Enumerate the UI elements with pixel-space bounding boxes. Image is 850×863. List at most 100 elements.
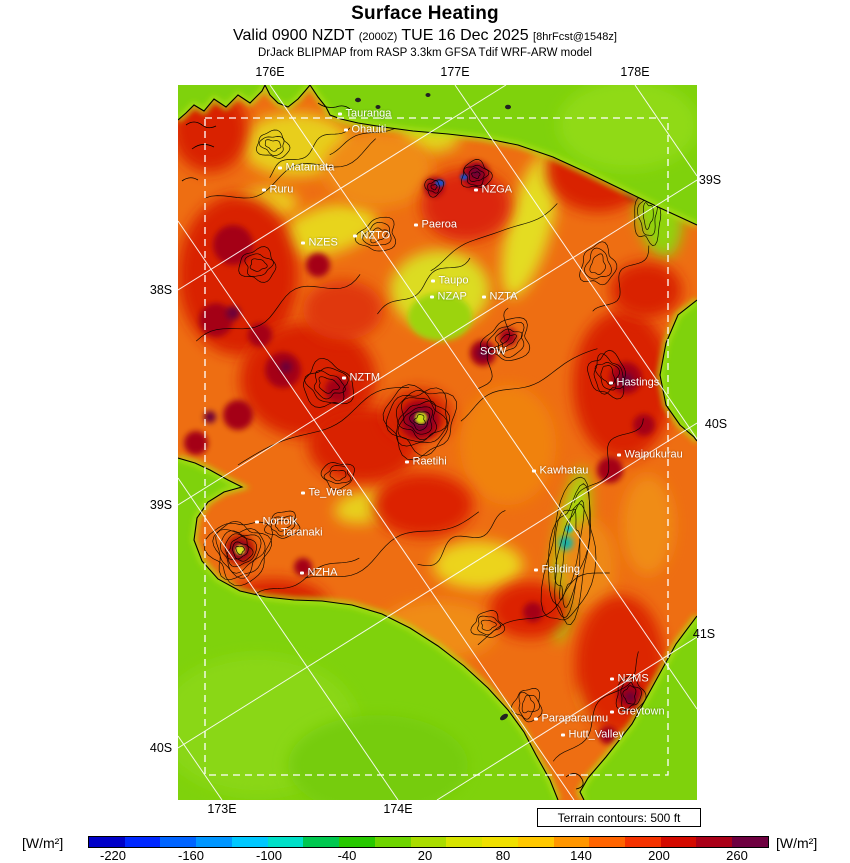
site-dot [474,188,478,192]
site-dot [609,381,613,385]
site-dot [430,295,434,299]
heatmap-panel: Tauranga Ohauiti Matamata Ruru NZGA NZES NZTO P… [178,85,697,800]
colorbar-segment [339,837,375,847]
map-site-label-hastings: Hastings [609,377,659,389]
map-site-label-te_wera: Te_Wera [301,486,353,499]
colorbar-segment [517,837,554,847]
axis-label-174e: 174E [383,802,413,816]
axis-label-40s: 40S [704,417,728,431]
site-dot [532,469,536,473]
site-label-text: NZMS [617,672,649,685]
site-dot [344,128,348,132]
colorbar-tick: 200 [648,848,670,863]
map-site-label-nzga: NZGA [474,183,513,196]
colorbar-segment [89,837,125,847]
colorbar-unit-left: [W/m²] [22,835,64,851]
site-label-text: NZES [308,236,338,249]
page-title: Surface Heating [351,3,499,24]
colorbar-segment [267,837,304,847]
site-dot [255,520,259,524]
header: Surface Heating Valid 0900 NZDT (2000Z) … [0,3,850,59]
valid-time-utc: (2000Z) [358,31,398,43]
site-dot [482,295,486,299]
map-site-label-hutt_valley: Hutt_Valley [561,728,624,741]
site-dot [405,460,409,464]
colorbar-segment [553,837,590,847]
colorbar-tick: -160 [177,848,205,863]
site-label-text: Ohauiti [351,123,387,136]
map-site-label-paraparaumu: Paraparaumu [534,713,608,725]
colorbar-tick: -100 [255,848,283,863]
site-labels-layer: Tauranga Ohauiti Matamata Ruru NZGA NZES NZTO P… [178,85,697,800]
heat-blobs [178,88,684,744]
site-label-text: Feilding [541,563,581,576]
colorbar [88,836,769,848]
site-label-text: NZTM [349,371,381,384]
site-label-text: Kawhatau [539,464,589,477]
colorbar-tick: 80 [495,848,511,863]
site-dot [414,223,418,227]
site-label-text: Ruru [269,183,294,196]
axis-label-39s: 39S [149,498,173,512]
colorbar-segment [625,837,661,847]
colorbar-segment [231,837,268,847]
site-label-text: Te_Wera [308,486,353,499]
site-dot [534,568,538,572]
colorbar-segment [482,837,518,847]
axis-label-40s: 40S [149,741,173,755]
offshore-islands [355,93,511,721]
model-domain-boundary [204,117,669,776]
colorbar-segment [196,837,232,847]
site-label-text: Tauranga [345,107,392,120]
graticule [178,85,697,800]
valid-time-line: Valid 0900 NZDT (2000Z) TUE 16 Dec 2025 … [0,27,850,45]
site-label-text: Hutt_Valley [568,728,624,741]
axis-label-173e: 173E [207,802,237,816]
colorbar-segment [660,837,697,847]
colorbar-segment [589,837,626,847]
colorbar-segment [410,837,447,847]
forecast-cycle: [8hrFcst@1548z] [533,31,617,43]
map-site-label-ohauiti: Ohauiti [344,123,387,136]
map-site-label-ruru: Ruru [262,183,294,196]
map-site-label-sow: SOW [480,345,507,358]
site-dot [300,571,304,575]
map-site-label-taranaki: Taranaki [281,526,323,539]
colorbar-segment [732,837,768,847]
site-dot [617,453,621,457]
site-label-text: NZGA [481,183,513,196]
colorbar-segment [446,837,483,847]
map-site-label-matamata: Matamata [278,161,335,174]
map-site-label-kawhatau: Kawhatau [532,464,589,477]
site-dot [353,234,357,238]
site-dot [534,717,538,721]
site-label-text: Taranaki [281,526,323,539]
map-site-label-nzto: NZTO [353,230,390,242]
map-site-label-nzha: NZHA [300,566,338,579]
site-dot [301,491,305,495]
map-site-label-feilding: Feilding [534,563,581,576]
model-info-line: DrJack BLIPMAP from RASP 3.3km GFSA Tdif… [257,47,592,59]
colorbar-segment [303,837,340,847]
site-label-text: SOW [480,345,507,358]
colorbar-unit-right: [W/m²] [776,835,818,851]
axis-label-39s: 39S [698,173,722,187]
terrain-contour-note: Terrain contours: 500 ft [537,808,701,827]
axis-label-38s: 38S [149,283,173,297]
site-label-text: Matamata [285,161,335,174]
site-label-text: Greytown [617,705,665,718]
map-site-label-greytown: Greytown [610,705,665,718]
site-dot [610,710,614,714]
colorbar-tick: 260 [726,848,748,863]
site-label-text: Taupo [438,274,469,287]
site-label-text: Raetihi [412,455,447,468]
site-label-text: NZTA [489,290,518,303]
axis-label-176e: 176E [255,65,285,79]
valid-time-main2: TUE 16 Dec 2025 [397,27,534,44]
colorbar-segment [696,837,733,847]
colorbar-tick: -40 [337,848,357,863]
site-dot [301,241,305,245]
site-dot [338,112,342,116]
site-label-text: NZHA [307,566,338,579]
site-label-text: Paeroa [421,218,457,231]
